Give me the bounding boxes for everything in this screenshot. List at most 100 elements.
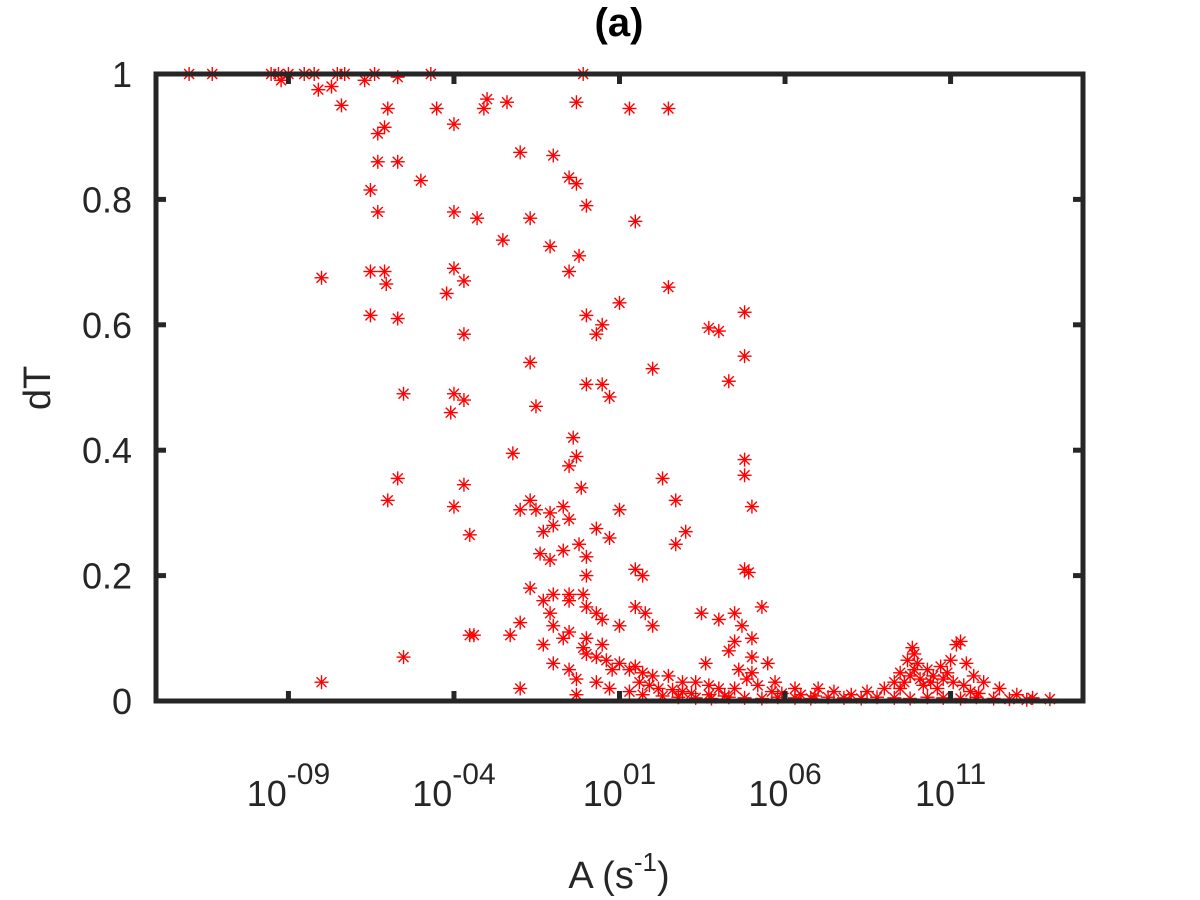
- data-point: [602, 530, 617, 545]
- data-point: [992, 681, 1007, 696]
- data-point: [377, 264, 392, 279]
- data-point: [907, 662, 922, 677]
- data-point: [589, 675, 604, 690]
- x-axis-title-tail: ): [657, 855, 670, 897]
- data-point: [569, 672, 584, 687]
- data-point: [513, 681, 528, 696]
- data-point: [543, 552, 558, 567]
- x-tick-label-base: 10: [583, 773, 623, 814]
- data-point: [513, 615, 528, 630]
- data-point: [456, 393, 471, 408]
- x-tick-label-exponent: 11: [955, 758, 986, 791]
- data-points: [182, 67, 1057, 707]
- y-tick-labels: 0 0.2 0.4 0.6 0.8 1: [82, 54, 132, 722]
- data-point: [546, 518, 561, 533]
- data-point: [396, 386, 411, 401]
- data-point: [579, 549, 594, 564]
- data-point: [655, 471, 670, 486]
- data-point: [966, 668, 981, 683]
- data-point: [675, 684, 690, 699]
- x-axis-title: A (s-1): [568, 847, 669, 897]
- data-point: [589, 327, 604, 342]
- data-point: [731, 662, 746, 677]
- data-point: [737, 468, 752, 483]
- data-point: [456, 327, 471, 342]
- data-point: [651, 681, 666, 696]
- data-point: [768, 675, 783, 690]
- data-point: [635, 568, 650, 583]
- data-point: [645, 618, 660, 633]
- data-point: [605, 662, 620, 677]
- data-point: [470, 211, 485, 226]
- data-point: [363, 264, 378, 279]
- x-axis-title-main: A (s: [568, 855, 633, 897]
- data-point: [622, 684, 637, 699]
- data-point: [396, 650, 411, 665]
- data-point: [907, 646, 922, 661]
- data-point: [562, 512, 577, 527]
- x-axis-title-sup: -1: [634, 847, 657, 877]
- x-tick-labels: 10-09 10-04 1001 1006 1011: [247, 758, 986, 814]
- data-point: [668, 537, 683, 552]
- data-point: [513, 502, 528, 517]
- data-point: [760, 656, 775, 671]
- x-tick-label-exponent: -04: [452, 758, 495, 791]
- data-point: [579, 646, 594, 661]
- data-point: [612, 295, 627, 310]
- data-point: [744, 499, 759, 514]
- data-point: [446, 261, 461, 276]
- data-point: [727, 681, 742, 696]
- x-tick-label: 1011: [915, 758, 986, 814]
- y-tick-label: 0.4: [82, 430, 132, 471]
- data-point: [589, 650, 604, 665]
- x-tick-label-base: 10: [915, 773, 955, 814]
- data-point: [764, 684, 779, 699]
- data-point: [523, 211, 538, 226]
- data-point: [628, 599, 643, 614]
- data-point: [334, 98, 349, 113]
- data-point: [678, 524, 693, 539]
- data-point: [390, 471, 405, 486]
- data-point: [622, 662, 637, 677]
- x-tick-label-base: 10: [748, 773, 788, 814]
- data-point: [579, 599, 594, 614]
- data-point: [635, 665, 650, 680]
- plot-area-box: [153, 71, 1086, 704]
- data-point: [579, 308, 594, 323]
- y-axis-title: dT: [17, 366, 59, 410]
- data-point: [569, 176, 584, 191]
- data-point: [500, 95, 515, 110]
- data-point: [536, 593, 551, 608]
- data-point: [476, 101, 491, 116]
- data-point: [566, 430, 581, 445]
- data-point: [923, 675, 938, 690]
- data-point: [546, 618, 561, 633]
- data-point: [734, 618, 749, 633]
- x-tick-label-exponent: -09: [287, 758, 330, 791]
- data-point: [439, 286, 454, 301]
- data-point: [971, 686, 986, 701]
- data-point: [446, 117, 461, 132]
- data-point: [595, 377, 610, 392]
- data-point: [739, 672, 754, 687]
- data-point: [976, 675, 991, 690]
- data-point: [456, 477, 471, 492]
- data-point: [446, 204, 461, 219]
- data-point: [737, 562, 752, 577]
- data-point: [446, 386, 461, 401]
- data-point: [943, 653, 958, 668]
- data-point: [579, 568, 594, 583]
- data-point: [661, 668, 676, 683]
- data-point: [363, 308, 378, 323]
- data-point: [380, 493, 395, 508]
- data-point: [314, 675, 329, 690]
- data-point: [572, 537, 587, 552]
- data-point: [495, 233, 510, 248]
- data-point: [543, 239, 558, 254]
- x-tick-label-exponent: 01: [623, 758, 656, 791]
- data-point: [357, 73, 372, 88]
- data-point: [523, 581, 538, 596]
- data-point: [612, 618, 627, 633]
- data-point: [622, 101, 637, 116]
- data-point: [744, 650, 759, 665]
